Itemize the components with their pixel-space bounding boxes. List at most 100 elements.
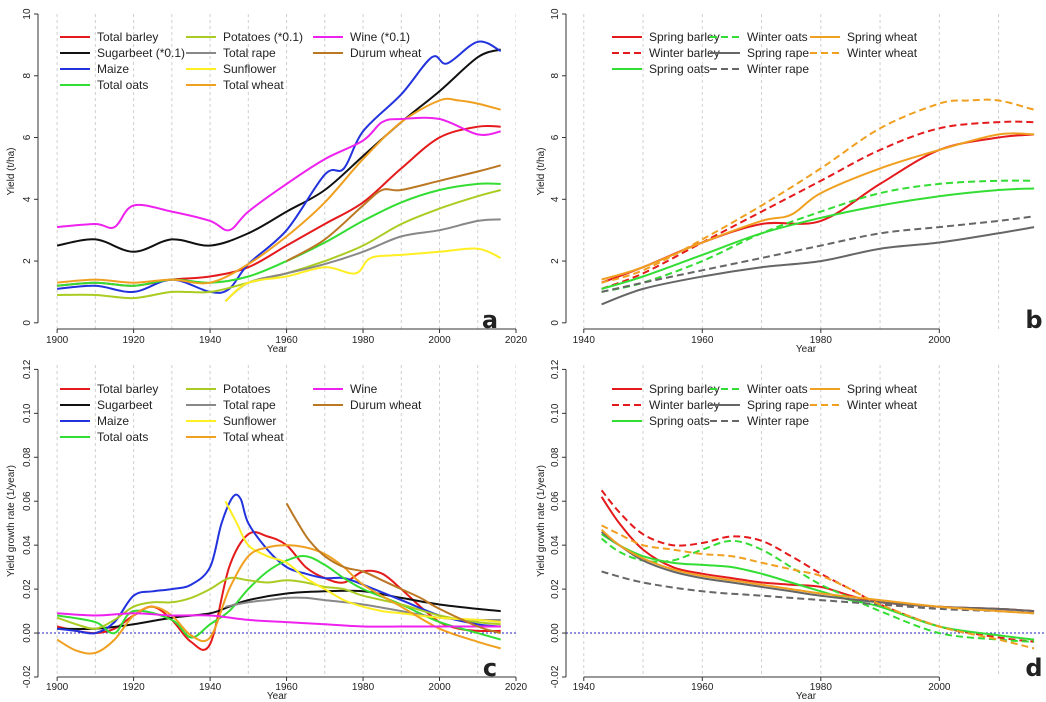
x-axis-label: Year [267,691,288,702]
series-line [57,116,501,232]
legend: Total barley Sugarbeet (*0.1) Maize Total o… [60,30,422,92]
series-line [601,187,1035,290]
x-tick-label: 1960 [691,682,714,693]
x-axis-label: Year [796,691,817,702]
legend: Spring barley Winter barley Spring oats Win… [612,30,918,76]
y-tick-label: -0.02 [550,665,561,688]
x-tick-label: 1920 [122,335,145,346]
x-tick-label: 1980 [810,682,833,693]
x-tick-label: 2000 [428,335,451,346]
series-line [56,544,501,655]
series-line [601,132,1035,281]
panel-letter: c [483,654,497,682]
y-tick-label: 0.12 [22,359,33,379]
x-tick-label: 1900 [46,682,69,693]
legend-label: Potatoes [223,382,270,396]
x-tick-label: 2020 [505,335,528,346]
y-tick-label: 6 [550,134,561,140]
y-tick-label: 0.06 [550,491,561,511]
series-line [600,529,1035,615]
grid [583,365,1000,677]
series-line [57,40,502,294]
x-tick-label: 2020 [505,682,528,693]
legend-label: Spring wheat [847,30,918,44]
series-line [57,124,501,287]
series-line [56,48,502,253]
legend-label: Total barley [97,30,158,44]
legend-label: Maize [97,62,129,76]
series-group [601,98,1035,306]
y-tick-label: 0.00 [550,623,561,643]
x-tick-label: 1980 [810,335,833,346]
series-line [601,98,1035,284]
y-tick-label: 0.12 [550,359,561,379]
x-tick-label: 1960 [275,682,298,693]
series-line [601,120,1035,290]
legend-label: Total barley [97,382,158,396]
x-axis-label: Year [267,344,288,355]
x-tick-label: 2000 [928,335,951,346]
panel-a: 1900 1920 1940 1960 1980 2000 2020 0 2 4 6 8 10 Year Y… [6,8,528,355]
grid [583,14,1000,329]
legend-label: Total rape [223,398,276,412]
x-tick-label: 1900 [46,335,69,346]
legend: Spring barley Winter barley Spring oats Win… [612,382,918,428]
y-tick-label: 0.10 [22,403,33,423]
legend-label: Potatoes (*0.1) [223,30,303,44]
series-line [57,97,501,285]
legend-label: Spring barley [649,382,720,396]
series-line [601,533,1035,641]
y-tick-label: 2 [22,258,33,264]
series-line [56,576,501,630]
series-line [224,500,501,624]
series-line [57,612,501,628]
x-tick-label: 2000 [928,682,951,693]
panel-b: 1940 1960 1980 2000 0 2 4 6 8 10 Year Yield (t/ha) S… [536,8,1043,355]
y-tick-label: 6 [22,134,33,140]
legend-label: Winter oats [747,382,808,396]
legend-label: Spring barley [649,30,720,44]
y-tick-label: -0.02 [22,665,33,688]
panel-c: 1900 1920 1940 1960 1980 2000 2020 -0.02 0.00 0.0… [6,359,528,702]
legend-label: Winter rape [747,414,809,428]
legend-label: Total oats [97,78,148,92]
x-tick-label: 1920 [122,682,145,693]
legend-label: Durum wheat [350,398,422,412]
y-tick-label: 0 [22,320,33,326]
legend-label: Winter rape [747,62,809,76]
legend-label: Wine [350,382,378,396]
legend-label: Winter oats [747,30,808,44]
series-line [600,489,1035,643]
legend-label: Sugarbeet [97,398,153,412]
y-axis-label: Yield (t/ha) [6,148,17,196]
series-line [286,164,501,262]
series-line [57,182,501,287]
legend-label: Sunflower [223,414,276,428]
y-tick-label: 8 [550,73,561,79]
y-tick-label: 10 [22,8,33,20]
series-line [285,502,501,635]
y-tick-label: 0.04 [550,535,561,555]
y-tick-label: 0.06 [22,491,33,511]
legend-label: Total oats [97,430,148,444]
x-tick-label: 1940 [573,335,596,346]
x-axis-label: Year [796,344,817,355]
legend-label: Spring oats [649,414,710,428]
panel-d: 1940 1960 1980 2000 -0.02 0.00 0.02 0.04 0.06 0.0… [536,359,1046,702]
series-group [56,493,501,655]
legend-label: Durum wheat [350,46,422,60]
legend-label: Total rape [223,46,276,60]
legend-label: Total wheat [223,78,284,92]
y-tick-label: 0.10 [550,403,561,423]
legend-label: Sugarbeet (*0.1) [97,46,185,60]
y-tick-label: 0.00 [22,623,33,643]
x-tick-label: 2000 [428,682,451,693]
y-axis-label: Yield growth rate (1/year) [6,465,17,577]
series-line [601,179,1035,293]
legend-label: Maize [97,414,129,428]
x-tick-label: 1980 [352,682,375,693]
legend-label: Winter wheat [847,398,918,412]
legend-label: Spring oats [649,62,710,76]
y-axis-label: Yield (t/ha) [536,148,547,196]
x-tick-label: 1960 [275,335,298,346]
